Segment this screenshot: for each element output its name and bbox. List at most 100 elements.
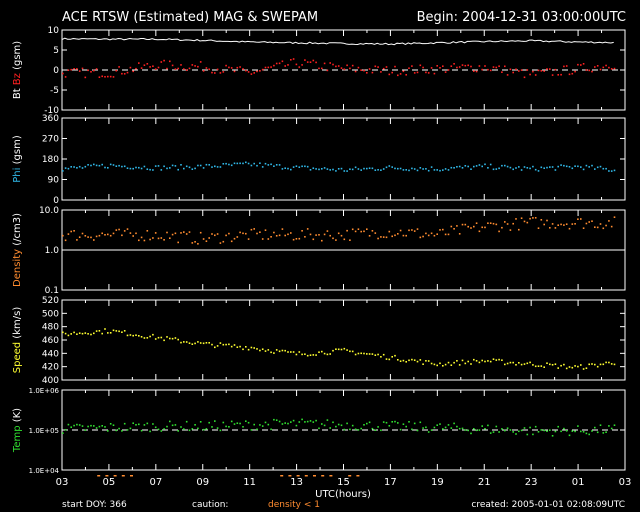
data-point bbox=[523, 76, 526, 79]
x-tick-label: 17 bbox=[384, 477, 397, 488]
data-point bbox=[439, 423, 441, 425]
data-point bbox=[540, 166, 543, 169]
x-tick-label: 13 bbox=[290, 477, 303, 488]
data-point bbox=[236, 162, 239, 165]
density-caution-note: density < 1 bbox=[268, 500, 320, 510]
data-point bbox=[405, 74, 407, 76]
data-point bbox=[571, 223, 574, 225]
data-point bbox=[540, 70, 543, 72]
data-point bbox=[264, 350, 267, 352]
data-point bbox=[247, 162, 250, 165]
data-point bbox=[475, 70, 478, 73]
data-point bbox=[180, 64, 182, 66]
data-point bbox=[405, 234, 407, 237]
data-point bbox=[613, 216, 616, 218]
data-point bbox=[171, 164, 174, 167]
data-point bbox=[543, 429, 545, 432]
data-point bbox=[498, 431, 500, 433]
data-point bbox=[509, 166, 512, 169]
data-point bbox=[98, 164, 101, 167]
data-point bbox=[397, 74, 399, 77]
data-point bbox=[329, 353, 331, 355]
data-point bbox=[73, 230, 75, 232]
data-point bbox=[512, 431, 514, 433]
data-point bbox=[149, 168, 151, 171]
data-point bbox=[222, 240, 225, 243]
data-point bbox=[138, 166, 140, 169]
data-point bbox=[270, 163, 272, 166]
data-point bbox=[391, 235, 393, 238]
data-point bbox=[149, 335, 151, 338]
data-point bbox=[273, 64, 275, 67]
data-point bbox=[256, 70, 258, 73]
data-point bbox=[214, 346, 216, 349]
data-point bbox=[526, 433, 529, 436]
data-point bbox=[104, 426, 106, 428]
data-point bbox=[323, 62, 326, 65]
data-point bbox=[529, 361, 531, 364]
y-axis-label: Temp (K) bbox=[12, 408, 23, 453]
data-point bbox=[481, 359, 483, 362]
data-point bbox=[256, 164, 258, 167]
data-point bbox=[337, 232, 340, 235]
data-point bbox=[360, 427, 362, 430]
data-point bbox=[315, 419, 317, 422]
data-point bbox=[385, 236, 388, 239]
data-point bbox=[377, 169, 379, 171]
data-point bbox=[425, 426, 427, 429]
data-point bbox=[495, 223, 498, 226]
data-point bbox=[461, 223, 464, 226]
data-point bbox=[399, 167, 402, 170]
data-point bbox=[551, 166, 554, 168]
data-point bbox=[549, 227, 551, 229]
data-point bbox=[112, 76, 115, 78]
data-point bbox=[608, 425, 610, 427]
data-point bbox=[599, 363, 602, 366]
data-point bbox=[360, 69, 362, 71]
data-point bbox=[256, 348, 258, 350]
data-point bbox=[377, 237, 379, 240]
data-point bbox=[422, 427, 424, 429]
data-point bbox=[563, 427, 565, 430]
data-point bbox=[177, 338, 179, 341]
caution-mark bbox=[130, 475, 133, 477]
data-point bbox=[610, 170, 613, 172]
data-point bbox=[284, 422, 286, 424]
data-point bbox=[166, 167, 168, 170]
data-point bbox=[495, 425, 498, 428]
data-point bbox=[546, 362, 548, 364]
data-point bbox=[351, 168, 354, 171]
data-point bbox=[473, 428, 475, 430]
data-point bbox=[588, 433, 590, 436]
data-point bbox=[64, 167, 67, 169]
data-point bbox=[222, 163, 225, 165]
data-point bbox=[214, 234, 216, 237]
data-point bbox=[343, 68, 346, 71]
data-point bbox=[154, 338, 157, 340]
data-point bbox=[608, 170, 610, 172]
data-point bbox=[250, 429, 253, 431]
data-point bbox=[475, 222, 478, 224]
data-point bbox=[574, 430, 576, 433]
data-point bbox=[416, 169, 419, 172]
data-point bbox=[473, 70, 475, 72]
data-point bbox=[281, 228, 284, 230]
data-point bbox=[225, 162, 227, 165]
data-point bbox=[456, 360, 458, 362]
data-point bbox=[214, 420, 216, 422]
data-point bbox=[543, 223, 545, 226]
data-point bbox=[306, 354, 309, 357]
data-point bbox=[518, 430, 520, 433]
data-point bbox=[442, 228, 444, 231]
data-point bbox=[70, 68, 72, 71]
data-point bbox=[385, 166, 388, 169]
data-point bbox=[270, 351, 272, 354]
data-point bbox=[270, 236, 272, 238]
data-point bbox=[115, 229, 118, 231]
data-point bbox=[67, 167, 70, 170]
data-point bbox=[118, 427, 120, 430]
data-point bbox=[166, 336, 168, 338]
data-point bbox=[259, 424, 261, 426]
data-point bbox=[104, 166, 106, 169]
data-point bbox=[304, 59, 306, 61]
